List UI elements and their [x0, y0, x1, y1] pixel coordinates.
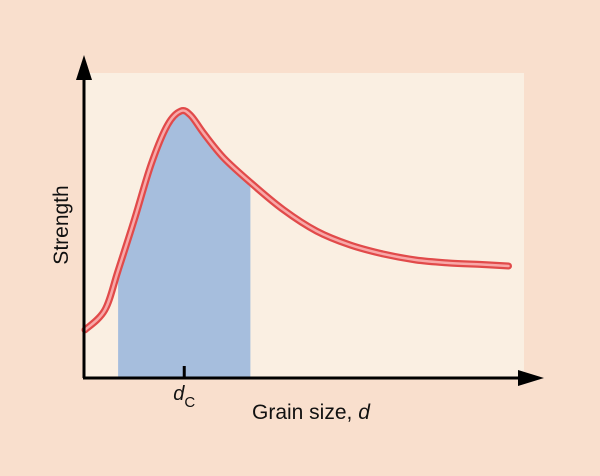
x-axis-label: Grain size, d [252, 401, 371, 424]
x-tick-label-dc: dC [173, 383, 195, 411]
shaded-region [118, 110, 251, 377]
y-axis-label: Strength [50, 185, 73, 264]
strength-curve-highlight [83, 109, 510, 332]
x-axis [83, 370, 544, 386]
y-axis [76, 55, 92, 378]
y-axis-arrowhead [76, 55, 92, 80]
x-axis-arrowhead [518, 370, 544, 386]
